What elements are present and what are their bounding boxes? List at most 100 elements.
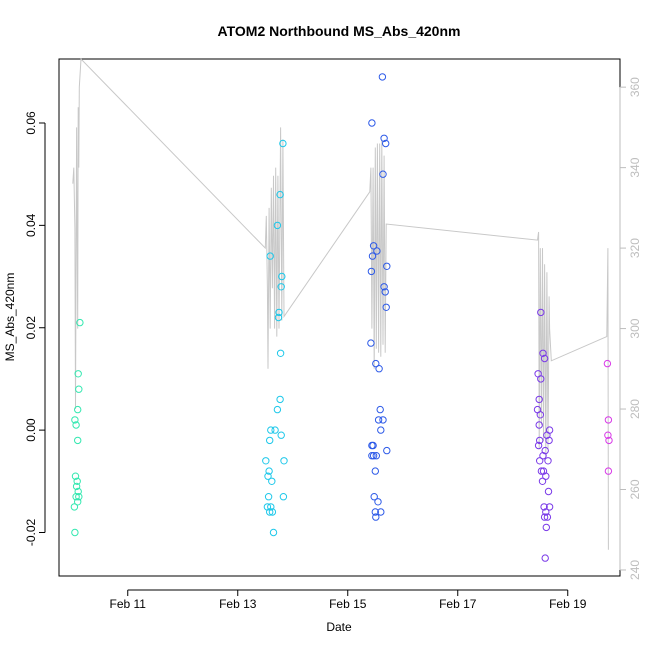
line-series <box>72 57 609 550</box>
data-point <box>72 493 80 501</box>
data-point <box>279 139 287 148</box>
data-point <box>540 513 549 521</box>
data-point <box>74 370 82 378</box>
data-point <box>368 119 376 127</box>
data-point <box>541 554 549 562</box>
data-point <box>75 385 83 393</box>
data-point <box>271 426 279 434</box>
chart-title: ATOM2 Northbound MS_Abs_420nm <box>218 23 461 39</box>
data-point <box>368 452 376 460</box>
scatter-series-1 <box>70 318 84 537</box>
data-point <box>603 359 612 368</box>
data-point <box>279 493 288 501</box>
data-point <box>76 318 84 327</box>
scatter-series-2 <box>262 139 288 537</box>
x-tick-label: Feb 15 <box>329 597 367 611</box>
data-point <box>368 252 377 260</box>
data-point <box>276 190 284 199</box>
data-point <box>262 457 270 465</box>
data-point <box>540 503 548 511</box>
data-point <box>280 457 288 465</box>
data-point <box>367 267 376 276</box>
data-point <box>605 436 613 445</box>
axes-layer: -0.02 0.00 0.02 0.04 0.06 Feb 11 Feb 13 Feb 15 F… <box>24 77 642 611</box>
scatter-series-5 <box>603 359 613 475</box>
data-point <box>277 431 285 439</box>
x-axis-label: Date <box>326 620 352 634</box>
data-point <box>368 441 376 450</box>
data-point <box>604 416 613 424</box>
data-point <box>70 503 79 511</box>
data-point <box>71 472 80 480</box>
y2-tick-label: 320 <box>628 238 642 258</box>
data-point <box>266 436 274 445</box>
data-point <box>542 472 550 480</box>
scatter-series-4 <box>533 308 554 562</box>
data-point <box>535 395 543 404</box>
data-point <box>374 498 382 506</box>
x-tick-label: Feb 19 <box>549 597 587 611</box>
data-point <box>74 436 82 445</box>
data-point <box>267 503 275 511</box>
data-point <box>71 416 79 424</box>
data-point <box>72 482 81 491</box>
scatter-series-3 <box>367 73 391 521</box>
y-tick-label: 0.02 <box>24 316 38 340</box>
data-point <box>535 421 543 429</box>
data-point <box>75 493 83 501</box>
data-point <box>273 405 282 414</box>
data-point <box>379 416 387 424</box>
data-point <box>382 139 390 148</box>
data-point <box>264 493 273 501</box>
data-point <box>544 487 553 496</box>
data-point <box>264 472 272 480</box>
data-point <box>267 426 275 434</box>
x-tick-label: Feb 17 <box>439 597 477 611</box>
data-point <box>266 508 274 516</box>
data-point <box>74 405 82 414</box>
data-point <box>539 452 547 460</box>
data-point <box>372 513 380 521</box>
data-point <box>537 308 545 317</box>
data-point <box>268 477 276 485</box>
data-point <box>534 441 543 450</box>
data-point <box>367 339 375 347</box>
data-point <box>536 457 544 465</box>
data-point <box>536 436 544 445</box>
data-point <box>538 477 547 485</box>
data-point <box>268 508 277 516</box>
y2-tick-label: 240 <box>628 560 642 580</box>
data-point <box>276 349 285 357</box>
data-point <box>545 503 554 511</box>
data-point <box>536 411 544 419</box>
data-point <box>545 436 553 445</box>
x-tick-label: Feb 13 <box>219 597 257 611</box>
data-point <box>74 498 82 506</box>
y2-tick-label: 300 <box>628 318 642 338</box>
y-axis-label: MS_Abs_420nm <box>3 273 17 362</box>
data-point <box>278 272 286 281</box>
data-point <box>274 313 283 322</box>
data-point <box>266 252 274 260</box>
data-point <box>374 416 383 424</box>
line-series-layer <box>72 57 609 550</box>
data-point <box>540 354 549 363</box>
data-point <box>73 477 81 485</box>
data-point <box>71 528 79 537</box>
y2-tick-label: 260 <box>628 479 642 499</box>
data-point <box>604 467 613 475</box>
data-point <box>542 523 550 532</box>
data-point <box>369 242 378 250</box>
data-point <box>372 359 380 368</box>
y2-tick-label: 360 <box>628 77 642 97</box>
data-point <box>371 508 379 516</box>
data-point <box>381 288 389 296</box>
data-point <box>276 395 284 404</box>
data-point <box>383 446 391 455</box>
y-tick-label: 0.04 <box>24 213 38 237</box>
y2-tick-label: 280 <box>628 399 642 419</box>
data-point <box>275 308 283 317</box>
data-point <box>537 375 545 383</box>
